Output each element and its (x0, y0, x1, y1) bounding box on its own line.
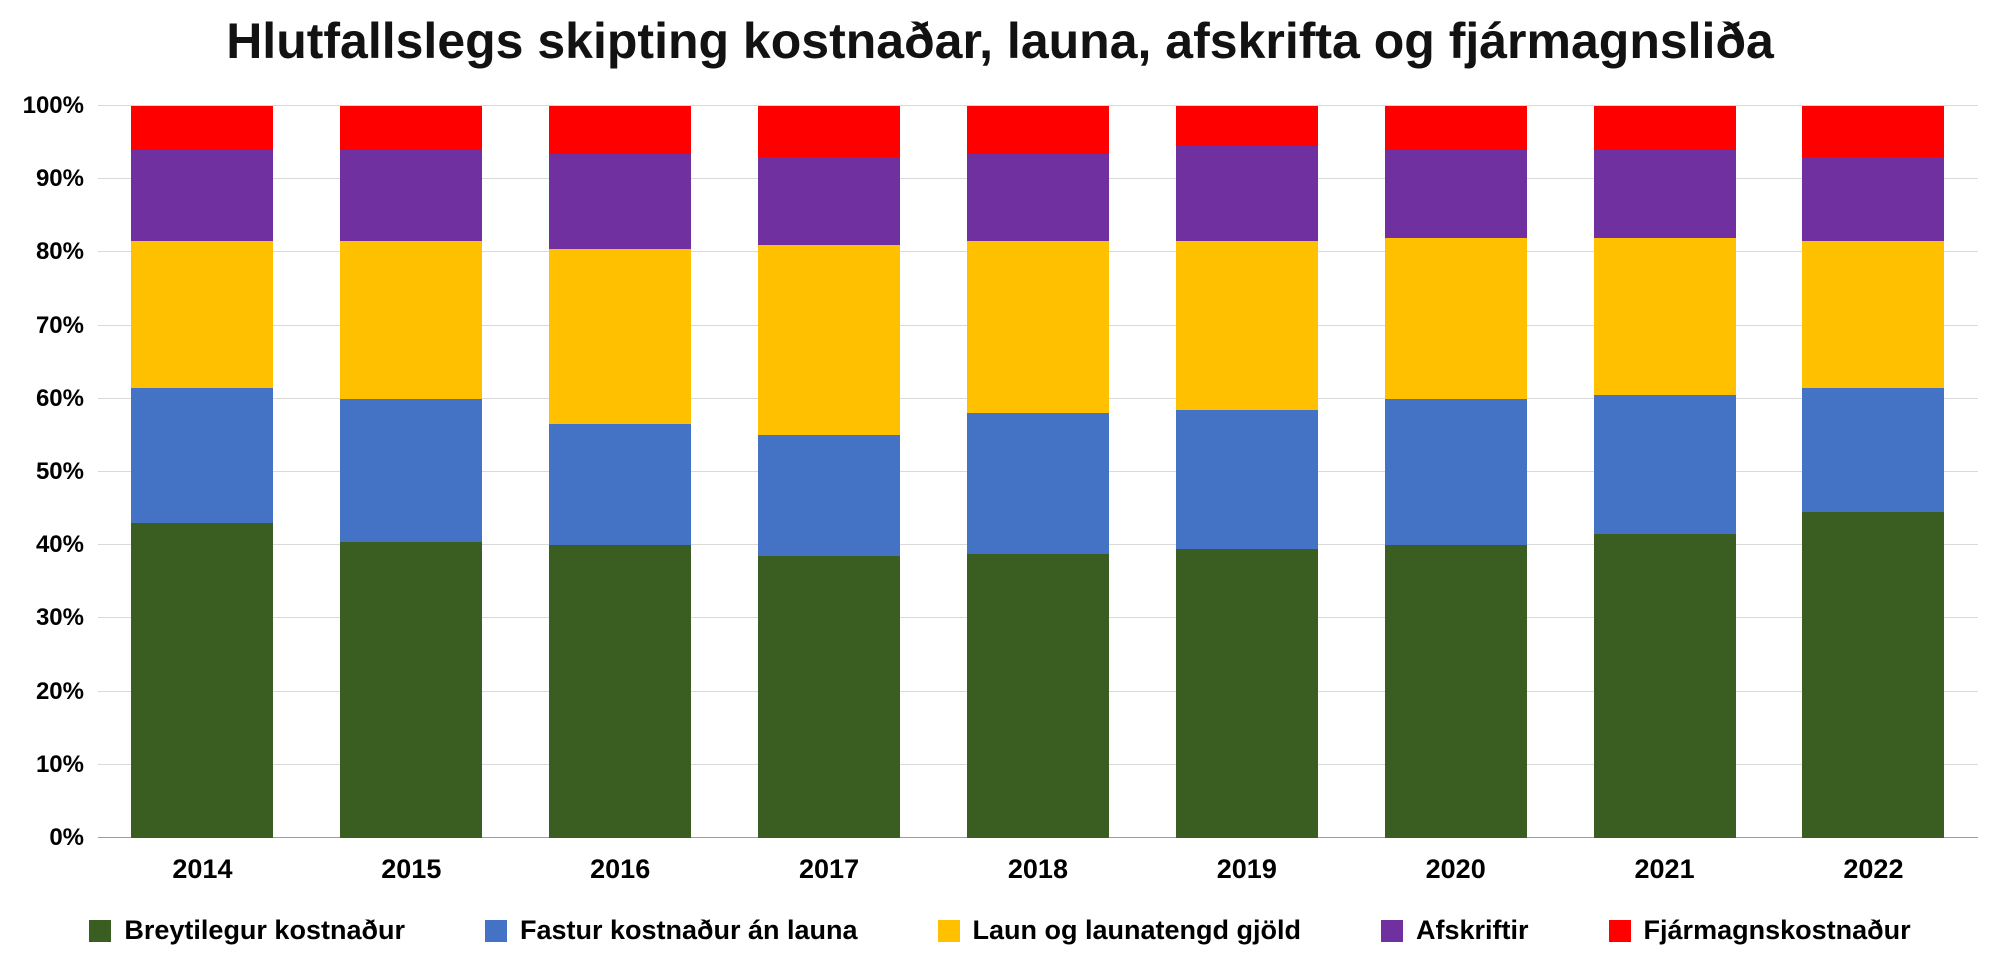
legend-item: Breytilegur kostnaður (89, 915, 405, 946)
x-axis-label: 2014 (172, 854, 233, 884)
bar-2018 (966, 106, 1109, 838)
bar-segment (1802, 106, 1945, 158)
bar-segment (758, 106, 901, 158)
bars-container (98, 106, 1978, 838)
x-axis: 2014 2015 2016 2017 2018 2019 2020 2021 2022 (98, 854, 1978, 885)
bar-segment (340, 398, 483, 542)
chart-title: Hlutfallslegs skipting kostnaðar, launa,… (226, 13, 1774, 69)
bar-segment (340, 106, 483, 150)
bar-segment (1384, 237, 1527, 399)
bar-segment (1802, 387, 1945, 513)
bar-segment (549, 424, 692, 546)
legend-label: Breytilegur kostnaður (124, 915, 405, 945)
bar-segment (131, 149, 274, 242)
bar-2020 (1384, 106, 1527, 838)
bar-segment (1802, 157, 1945, 242)
y-axis-tick-label: 90% (35, 165, 84, 193)
bar-segment (340, 149, 483, 242)
legend-item: Fjármagnskostnaður (1608, 915, 1911, 946)
x-axis-label: 2019 (1216, 854, 1277, 884)
x-axis-label: 2017 (799, 854, 860, 884)
y-axis-tick-label: 60% (35, 384, 84, 412)
bar-segment (1384, 398, 1527, 546)
bar-segment (1802, 512, 1945, 838)
bar-segment (758, 245, 901, 436)
y-axis-tick-label: 20% (35, 677, 84, 705)
bar-segment (1175, 409, 1318, 549)
legend-item: Afskriftir (1381, 915, 1529, 946)
x-axis-label: 2016 (590, 854, 651, 884)
bar-segment (340, 241, 483, 399)
bar-2017 (758, 106, 901, 838)
bar-segment (340, 541, 483, 838)
legend-label: Laun og launatengd gjöld (972, 915, 1302, 945)
legend-label: Fjármagnskostnaður (1643, 915, 1911, 945)
x-axis-label: 2018 (1007, 854, 1068, 884)
bar-segment (1593, 106, 1736, 150)
y-axis-tick-label: 100% (22, 92, 84, 119)
bar-2016 (549, 106, 692, 838)
x-axis-label: 2021 (1634, 854, 1695, 884)
legend-item: Laun og launatengd gjöld (937, 915, 1302, 946)
bar-segment (131, 387, 274, 524)
y-axis-tick-label: 50% (35, 458, 84, 485)
y-axis-tick-label: 10% (35, 750, 84, 778)
legend-swatch (89, 919, 112, 942)
bar-segment (549, 106, 692, 154)
bar-segment (1593, 149, 1736, 238)
bar-segment (758, 157, 901, 246)
bar-2019 (1175, 106, 1318, 838)
bar-segment (1175, 146, 1318, 242)
bar-segment (1384, 106, 1527, 150)
legend-item: Fastur kostnaður án launa (484, 915, 858, 946)
bar-segment (1175, 106, 1318, 147)
legend-swatch (1608, 919, 1631, 942)
bar-segment (131, 241, 274, 388)
bar-segment (1175, 241, 1318, 410)
x-axis-label: 2015 (381, 854, 442, 884)
y-axis-tick-label: 80% (35, 238, 84, 266)
bar-segment (1175, 548, 1318, 838)
bar-segment (131, 523, 274, 838)
bar-segment (131, 106, 274, 150)
bar-segment (549, 153, 692, 249)
bar-segment (1593, 237, 1736, 396)
y-axis-tick-label: 30% (35, 604, 84, 632)
bar-segment (758, 435, 901, 557)
bar-segment (966, 106, 1109, 154)
bar-2022 (1802, 106, 1945, 838)
bar-segment (1593, 395, 1736, 535)
bar-segment (966, 241, 1109, 413)
legend-swatch (937, 919, 960, 942)
bar-segment (758, 556, 901, 838)
y-axis-tick-label: 0% (49, 824, 84, 851)
bar-segment (1384, 545, 1527, 838)
bar-segment (549, 545, 692, 838)
bar-2014 (131, 106, 274, 838)
bar-segment (549, 248, 692, 425)
bar-segment (966, 553, 1109, 838)
gridline (98, 105, 1978, 106)
bar-segment (966, 412, 1109, 554)
legend: Breytilegur kostnaður Fastur kostnaður án… (0, 915, 2000, 946)
bar-2021 (1593, 106, 1736, 838)
legend-swatch (484, 919, 507, 942)
legend-label: Afskriftir (1416, 915, 1529, 945)
x-axis-label: 2022 (1843, 854, 1904, 884)
plot-area: 0% 10% 20% 30% 40% 50% 60% 70% 80% 90% 100% (23, 94, 1978, 850)
bar-2015 (340, 106, 483, 838)
bar-segment (966, 153, 1109, 242)
y-axis-tick-label: 40% (35, 531, 84, 559)
stacked-bar-chart: Hlutfallslegs skipting kostnaðar, launa,… (0, 13, 2000, 946)
bar-segment (1802, 241, 1945, 388)
y-axis-tick-label: 70% (35, 311, 84, 339)
legend-label: Fastur kostnaður án launa (519, 915, 858, 945)
legend-swatch (1381, 919, 1404, 942)
x-axis-label: 2020 (1425, 854, 1486, 884)
bar-segment (1384, 149, 1527, 238)
bar-segment (1593, 534, 1736, 838)
